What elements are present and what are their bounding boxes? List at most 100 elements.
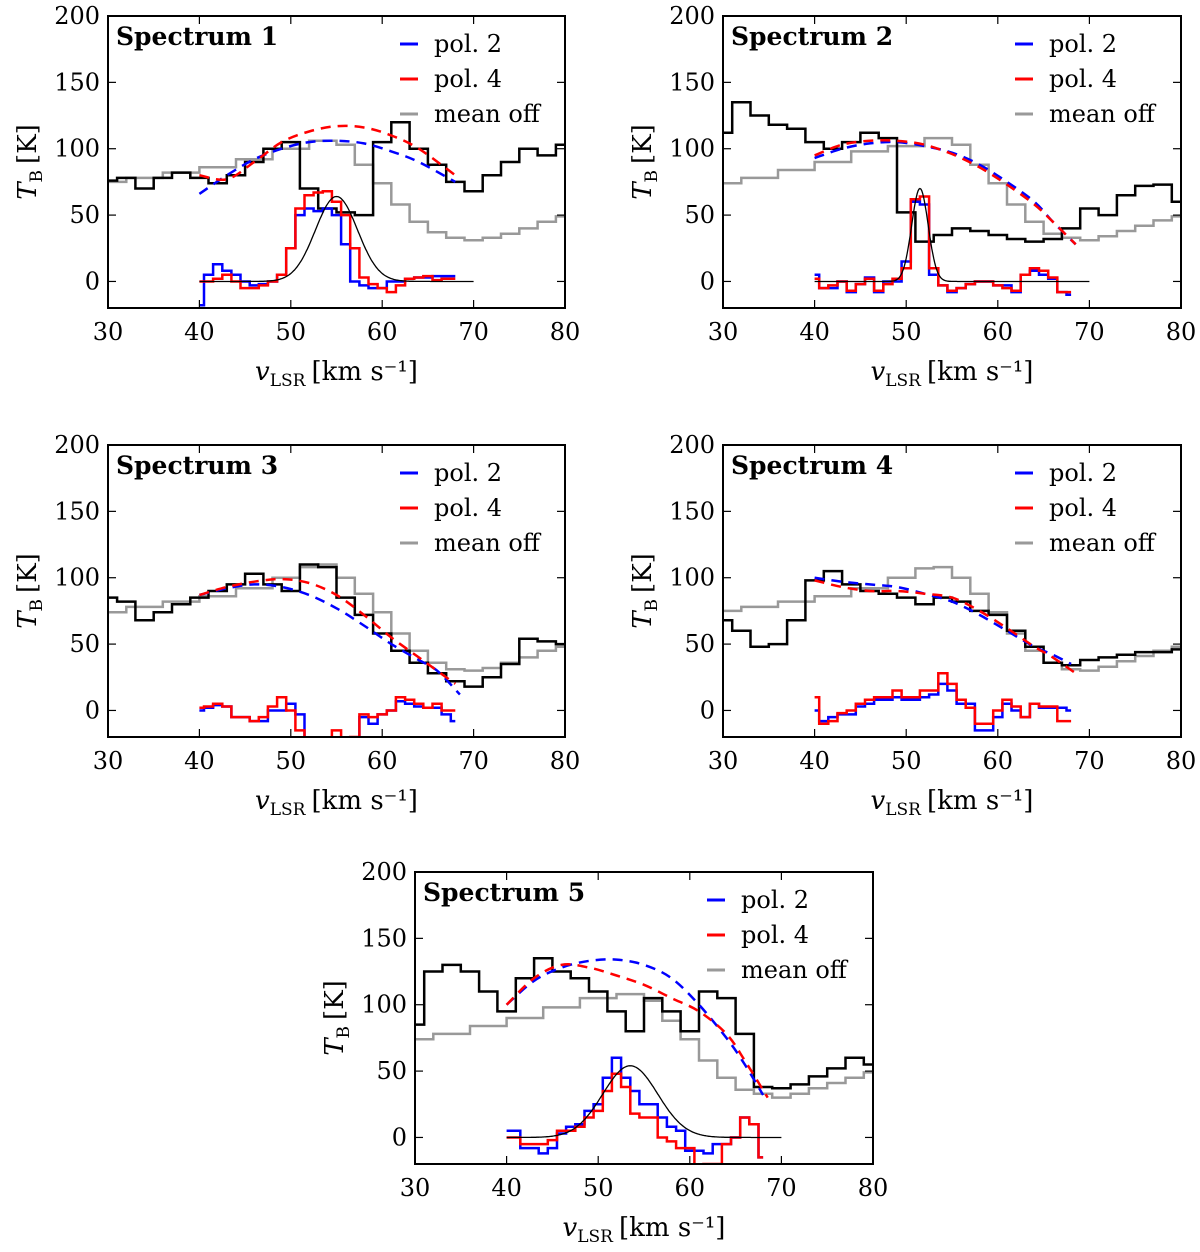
y-tick-label: 50 bbox=[69, 630, 100, 658]
y-tick-label: 200 bbox=[669, 2, 715, 30]
x-tick-label: 80 bbox=[550, 747, 581, 775]
legend-label: mean off bbox=[1049, 529, 1157, 557]
plot-area bbox=[108, 563, 565, 737]
panel-spectrum-1: 30 40 50 60 70 80 0 50 100 150 200 vLSR [km s⁻¹] TB[K… bbox=[13, 2, 580, 391]
y-tick-label: 200 bbox=[54, 2, 100, 30]
series-fit-pol-4 bbox=[199, 124, 457, 182]
x-axis-label: vLSR [km s⁻¹] bbox=[255, 786, 418, 820]
plot-frame bbox=[107, 444, 566, 738]
series-pol-2 bbox=[814, 200, 1072, 296]
legend-label: pol. 4 bbox=[434, 65, 502, 93]
y-axis-label: TB[K] bbox=[628, 124, 662, 200]
y-tick-label: 100 bbox=[669, 564, 715, 592]
x-tick-label: 40 bbox=[184, 318, 215, 346]
series-pol-2 bbox=[199, 207, 456, 307]
x-tick-label: 40 bbox=[184, 747, 215, 775]
legend-label: pol. 4 bbox=[741, 921, 809, 949]
panel-title: Spectrum 1 bbox=[116, 22, 278, 51]
y-tick-label: 200 bbox=[361, 858, 407, 886]
x-tick-label: 50 bbox=[583, 1174, 614, 1202]
legend: pol. 2 pol. 4 mean off bbox=[1015, 30, 1157, 128]
plot-frame bbox=[107, 15, 566, 309]
legend-label: pol. 2 bbox=[434, 30, 502, 58]
y-tick-label: 100 bbox=[54, 564, 100, 592]
panel-title: Spectrum 5 bbox=[423, 878, 585, 907]
x-tick-label: 30 bbox=[93, 747, 124, 775]
panel-spectrum-2: 30 40 50 60 70 80 0 50 100 150 200 vLSR [km s⁻¹] TB[K… bbox=[628, 2, 1196, 391]
series-pol-4 bbox=[814, 672, 1072, 725]
plot-frame bbox=[414, 871, 874, 1165]
x-tick-label: 80 bbox=[1166, 747, 1197, 775]
x-tick-label: 50 bbox=[891, 318, 922, 346]
legend: pol. 2 pol. 4 mean off bbox=[1015, 459, 1157, 557]
y-tick-label: 150 bbox=[669, 68, 715, 96]
series-on-source bbox=[723, 569, 1181, 667]
y-tick-label: 150 bbox=[54, 497, 100, 525]
x-tick-label: 30 bbox=[400, 1174, 431, 1202]
x-tick-label: 50 bbox=[891, 747, 922, 775]
series-pol-4 bbox=[814, 195, 1072, 294]
x-tick-label: 60 bbox=[367, 747, 398, 775]
x-tick-label: 60 bbox=[983, 318, 1014, 346]
series-mean-off bbox=[108, 139, 565, 242]
y-tick-label: 150 bbox=[361, 924, 407, 952]
x-axis-label: vLSR [km s⁻¹] bbox=[871, 357, 1034, 391]
series-fit-pol-4 bbox=[814, 579, 1077, 675]
panel-title: Spectrum 2 bbox=[731, 22, 893, 51]
panel-title: Spectrum 4 bbox=[731, 451, 893, 480]
y-tick-label: 100 bbox=[361, 991, 407, 1019]
x-tick-label: 50 bbox=[276, 318, 307, 346]
x-tick-label: 30 bbox=[708, 318, 739, 346]
y-tick-label: 100 bbox=[54, 135, 100, 163]
plot-frame bbox=[722, 15, 1182, 309]
series-gaussian-fit bbox=[814, 187, 1090, 283]
legend-label: mean off bbox=[434, 529, 542, 557]
y-tick-label: 100 bbox=[669, 135, 715, 163]
y-axis-label: TB[K] bbox=[320, 980, 354, 1056]
x-tick-label: 60 bbox=[675, 1174, 706, 1202]
plot-area bbox=[723, 565, 1181, 732]
series-fit-pol-4 bbox=[199, 577, 457, 685]
legend-label: pol. 2 bbox=[434, 459, 502, 487]
y-axis-label: TB[K] bbox=[13, 553, 47, 629]
x-tick-label: 40 bbox=[799, 318, 830, 346]
x-tick-label: 50 bbox=[276, 747, 307, 775]
x-tick-label: 40 bbox=[799, 747, 830, 775]
x-tick-label: 60 bbox=[367, 318, 398, 346]
legend-label: pol. 2 bbox=[1049, 30, 1117, 58]
plot-area bbox=[415, 957, 873, 1164]
series-gaussian-fit bbox=[199, 195, 474, 283]
x-tick-label: 60 bbox=[983, 747, 1014, 775]
x-tick-label: 70 bbox=[1074, 318, 1105, 346]
y-tick-label: 200 bbox=[669, 431, 715, 459]
y-tick-label: 200 bbox=[54, 431, 100, 459]
y-tick-label: 50 bbox=[684, 201, 715, 229]
x-tick-label: 70 bbox=[766, 1174, 797, 1202]
y-tick-label: 50 bbox=[376, 1057, 407, 1085]
legend: pol. 2 pol. 4 mean off bbox=[707, 886, 849, 984]
series-pol-2 bbox=[814, 682, 1072, 732]
series-fit-pol-4 bbox=[814, 139, 1077, 246]
x-axis-label: vLSR [km s⁻¹] bbox=[871, 786, 1034, 820]
series-fit-pol-4 bbox=[505, 963, 769, 1099]
legend-label: pol. 4 bbox=[1049, 65, 1117, 93]
panel-spectrum-5: 30 40 50 60 70 80 0 50 100 150 200 vLSR [km s⁻¹] TB[K… bbox=[320, 858, 888, 1247]
y-tick-label: 50 bbox=[684, 630, 715, 658]
legend-label: pol. 4 bbox=[434, 494, 502, 522]
series-mean-off bbox=[723, 136, 1181, 242]
panel-title: Spectrum 3 bbox=[116, 451, 278, 480]
y-tick-label: 0 bbox=[85, 696, 100, 724]
series-mean-off bbox=[415, 992, 873, 1099]
legend: pol. 2 pol. 4 mean off bbox=[400, 30, 542, 128]
series-fit-pol-2 bbox=[814, 140, 1077, 246]
series-mean-off bbox=[108, 563, 565, 672]
panel-spectrum-3: 30 40 50 60 70 80 0 50 100 150 200 vLSR [km s⁻¹] TB[K… bbox=[13, 431, 580, 820]
legend-label: pol. 2 bbox=[741, 886, 809, 914]
series-mean-off bbox=[723, 565, 1181, 672]
plot-frame bbox=[722, 444, 1182, 738]
x-tick-label: 80 bbox=[550, 318, 581, 346]
y-tick-label: 150 bbox=[54, 68, 100, 96]
x-tick-label: 30 bbox=[93, 318, 124, 346]
series-on-source bbox=[723, 101, 1181, 243]
series-on-source bbox=[108, 120, 565, 217]
